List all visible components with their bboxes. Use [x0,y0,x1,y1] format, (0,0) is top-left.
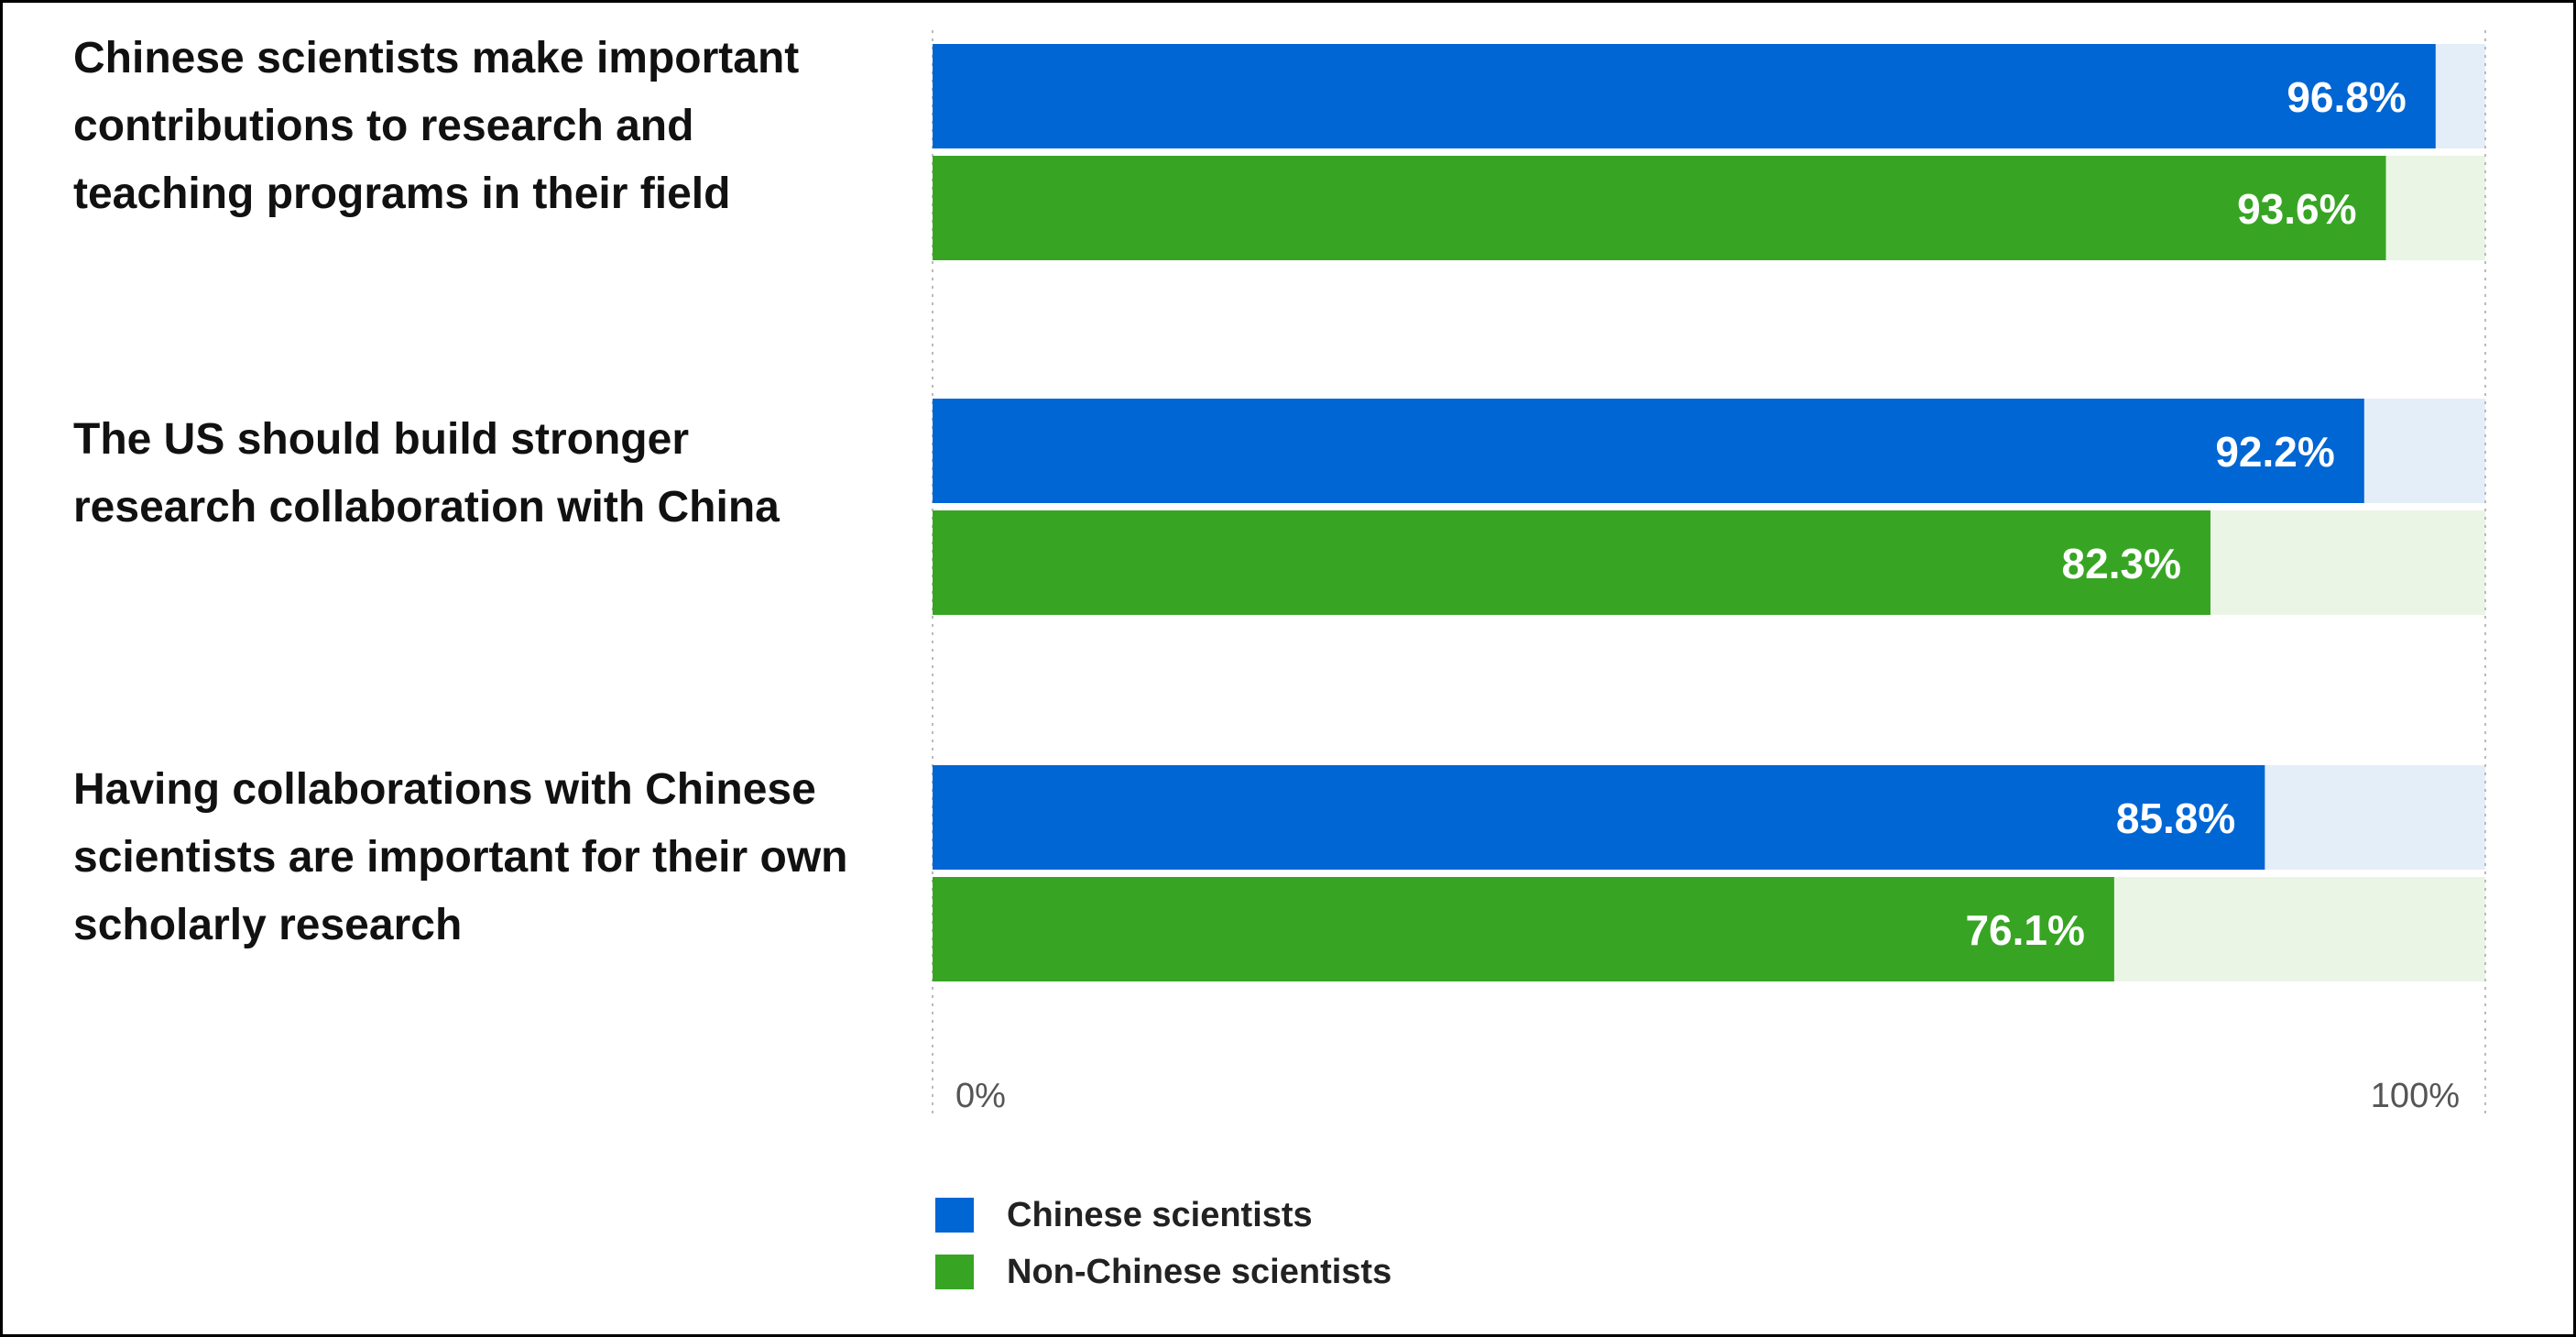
value-label-non-chinese-2: 82.3% [2062,540,2181,587]
legend-label-chinese: Chinese scientists [1007,1195,1313,1234]
category-label-3: Having collaborations with Chinese scien… [73,765,848,949]
bar-chinese-3 [933,765,2265,870]
value-label-chinese-1: 96.8% [2287,73,2406,121]
bar-non-chinese-2 [933,510,2210,615]
legend-item-non-chinese: Non-Chinese scientists [935,1253,1392,1291]
bar-non-chinese-1 [933,156,2386,260]
category-label-2: The US should build stronger research co… [73,415,780,532]
category-label-1: Chinese scientists make important contri… [73,34,800,218]
value-label-chinese-3: 85.8% [2116,795,2235,842]
tick-label-100: 100% [2371,1077,2460,1115]
bar-non-chinese-3 [933,877,2114,981]
legend-swatch-non-chinese [935,1255,974,1289]
tick-label-0: 0% [955,1077,1006,1115]
legend-label-non-chinese: Non-Chinese scientists [1007,1252,1392,1291]
legend-swatch-chinese [935,1198,974,1233]
value-label-chinese-2: 92.2% [2215,428,2334,476]
bar-chinese-1 [933,44,2436,148]
value-label-non-chinese-1: 93.6% [2237,185,2356,233]
legend-item-chinese: Chinese scientists [935,1196,1313,1234]
bar-chart: 96.8% 93.6% 92.2% 82.3% 85.8% 76.1% 0% 100% [932,30,2486,1116]
value-label-non-chinese-3: 76.1% [1965,906,2084,954]
bar-chinese-2 [933,399,2364,503]
